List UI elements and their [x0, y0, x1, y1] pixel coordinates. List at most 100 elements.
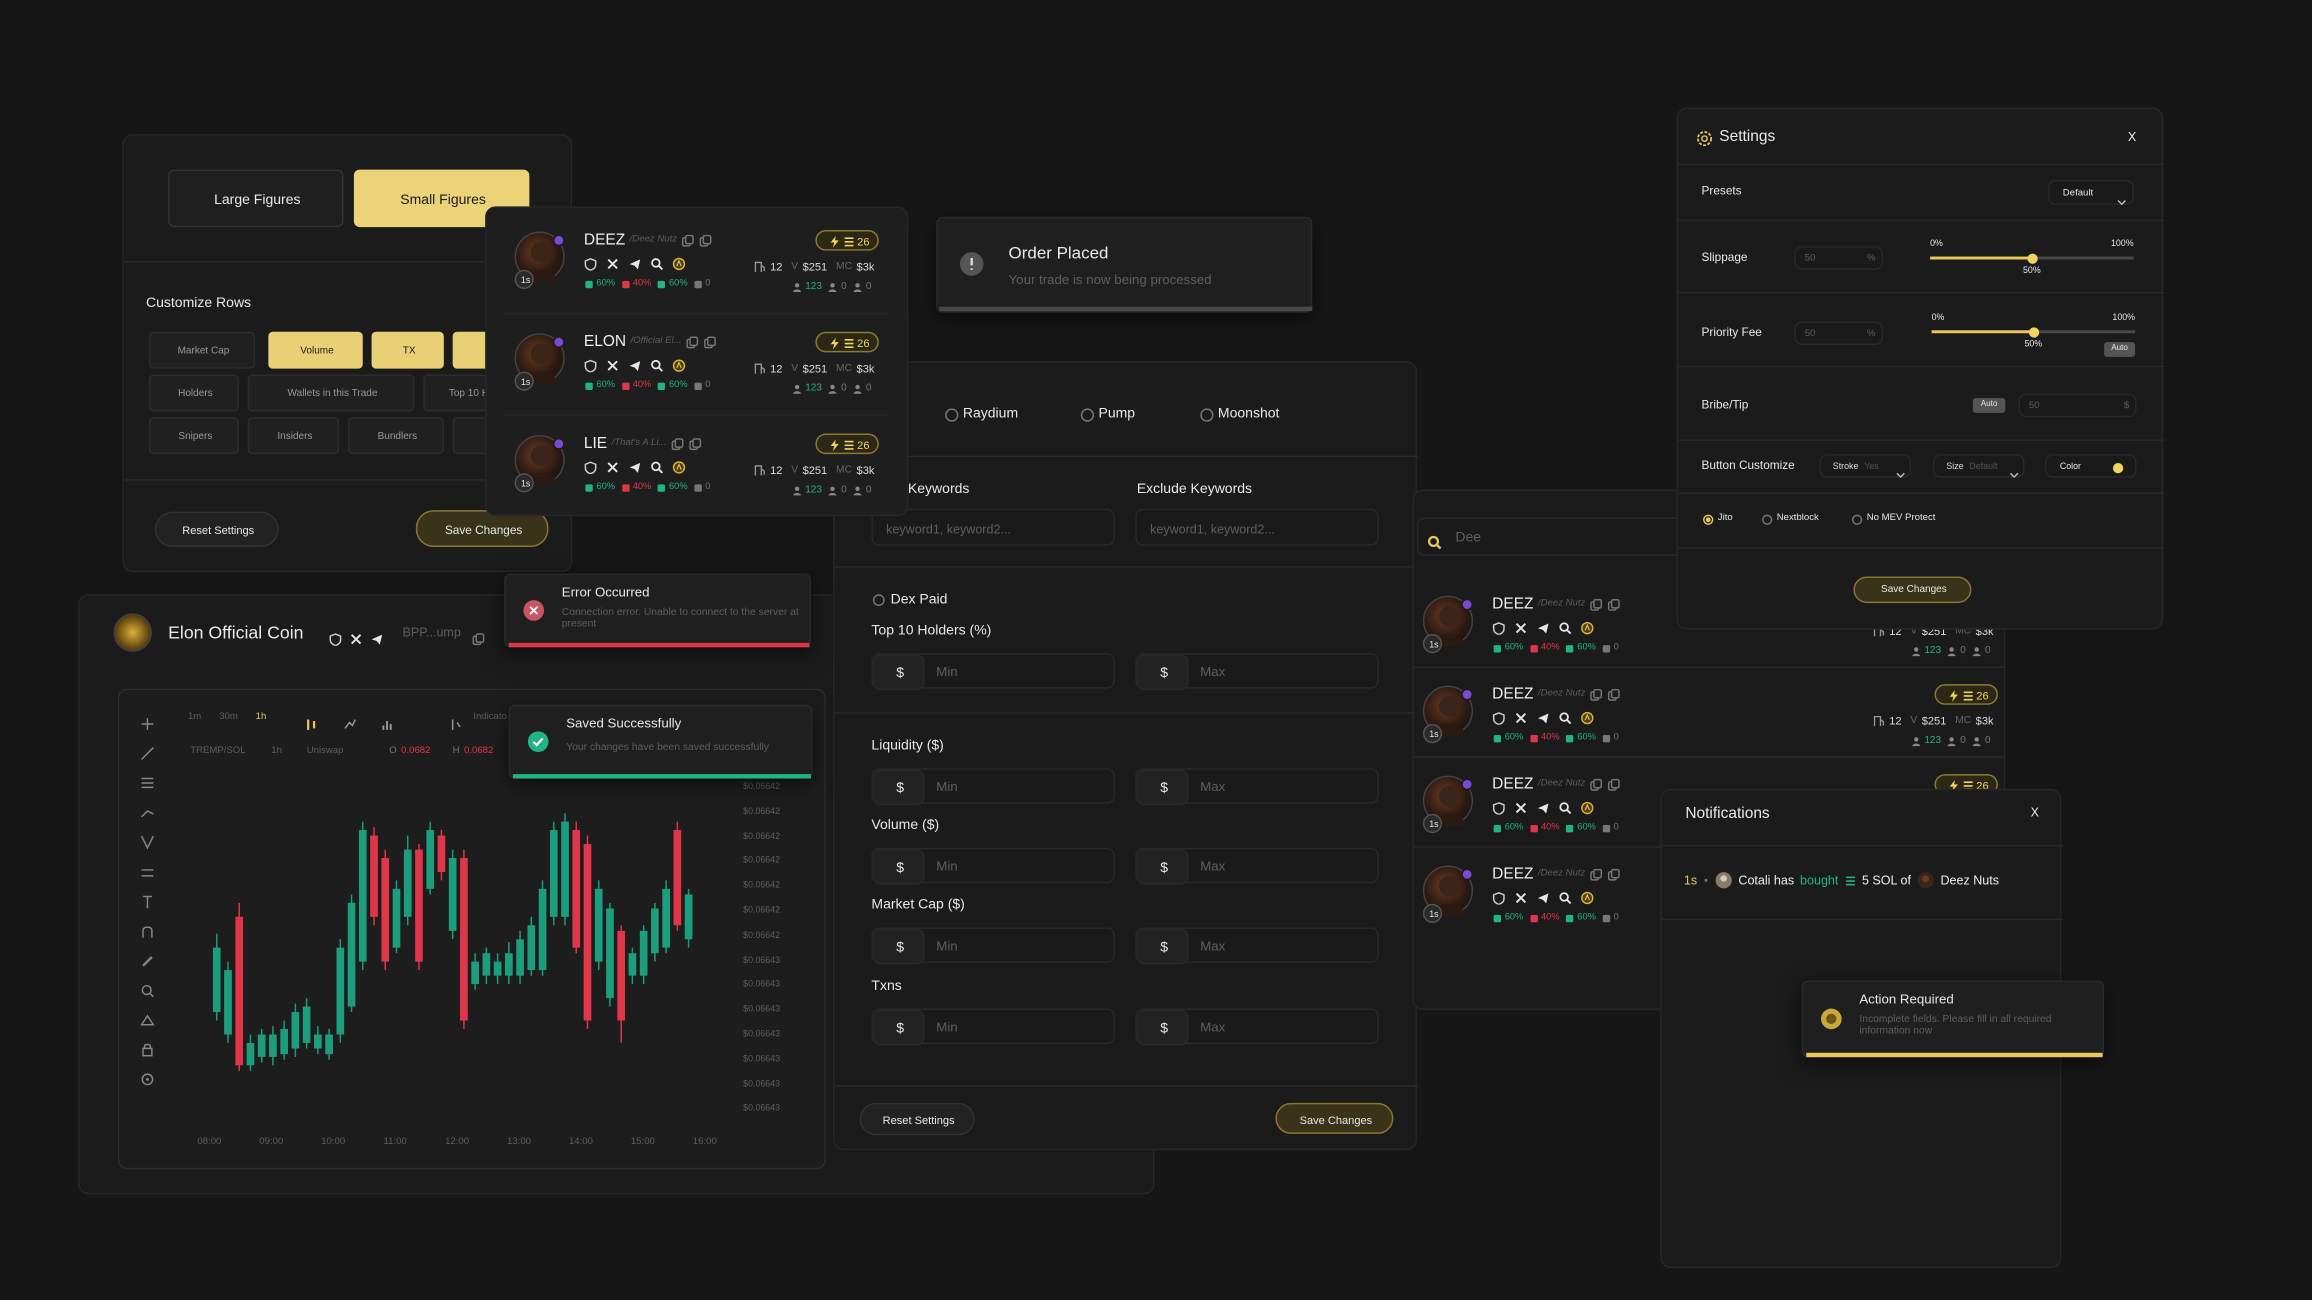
number-input[interactable]: 50% [1794, 321, 1883, 346]
input-placeholder[interactable]: Max [1200, 1019, 1226, 1035]
row-option[interactable]: TX [371, 331, 444, 369]
input-placeholder[interactable]: keyword1, keyword2... [1150, 520, 1275, 536]
save-button[interactable]: Save Changes [1853, 576, 1972, 604]
input-placeholder[interactable]: Min [936, 858, 958, 874]
tab-label[interactable]: Small Figures [400, 191, 486, 208]
field-label[interactable]: Dex Paid [890, 590, 948, 608]
range-input[interactable]: $ Max [1135, 927, 1379, 965]
number-input[interactable]: 50 $ [2018, 393, 2137, 418]
search-text[interactable]: Dee [1455, 529, 1482, 546]
option-label[interactable]: Wallets in this Trade [287, 387, 378, 399]
close-button[interactable]: X [2127, 129, 2137, 145]
customize-dropdown[interactable]: Stroke Yes [1819, 454, 1911, 479]
interval-option[interactable]: 30m [219, 711, 238, 723]
keyword-input[interactable]: keyword1, keyword2... [871, 508, 1115, 546]
launchpad-label[interactable]: Raydium [962, 405, 1019, 423]
mev-option[interactable]: Jito [1717, 512, 1733, 524]
mev-radio[interactable] [1761, 513, 1772, 525]
mev-radio[interactable] [1851, 513, 1862, 525]
chip-label[interactable]: Auto [1980, 399, 1998, 409]
figure-tab[interactable]: Large Figures [168, 169, 344, 228]
launchpad-radio[interactable] [944, 407, 958, 421]
number-input[interactable]: 50% [1794, 246, 1883, 270]
input-value[interactable]: 50 [1804, 253, 1816, 264]
launchpad-label[interactable]: Moonshot [1217, 405, 1280, 423]
boost-badge[interactable]: 26 [815, 230, 879, 251]
button-label[interactable]: Reset Settings [182, 523, 255, 538]
option-label[interactable]: Holders [178, 387, 213, 399]
row-option[interactable]: Holders [148, 374, 239, 412]
input-placeholder[interactable]: Min [936, 938, 958, 954]
customize-dropdown[interactable]: Size Default [1933, 454, 2025, 479]
row-option[interactable]: Volume [268, 331, 363, 369]
row-option[interactable]: Wallets in this Trade [247, 374, 415, 412]
indicators-button[interactable]: Indicato [473, 711, 507, 723]
input-value[interactable]: 50 [1804, 328, 1816, 339]
option-label[interactable]: Top 10 H [448, 387, 489, 399]
button-label[interactable]: Reset Settings [882, 1113, 955, 1127]
input-placeholder[interactable]: Min [936, 779, 958, 795]
button-label[interactable]: Save Changes [1299, 1112, 1373, 1127]
option-label[interactable]: Snipers [178, 430, 213, 442]
option-label[interactable]: TX [402, 345, 416, 356]
range-input[interactable]: $ Min [871, 768, 1115, 806]
dex-paid-radio[interactable] [872, 593, 884, 606]
range-input[interactable]: $ Min [871, 653, 1115, 691]
option-label[interactable]: Market Cap [177, 345, 230, 356]
auto-chip[interactable]: Auto [2104, 342, 2136, 357]
range-input[interactable]: $ Max [1135, 847, 1379, 885]
mev-radio[interactable] [1702, 513, 1713, 525]
row-option[interactable]: Insiders [247, 417, 340, 455]
slider-knob[interactable] [2026, 252, 2038, 264]
input-placeholder[interactable]: Max [1200, 858, 1226, 874]
input-placeholder[interactable]: Max [1200, 664, 1226, 680]
row-option[interactable]: Snipers [148, 417, 239, 455]
range-input[interactable]: $ Max [1135, 1008, 1379, 1046]
option-label[interactable]: Volume [300, 345, 334, 356]
save-button[interactable]: Save Changes [415, 510, 549, 548]
interval-option[interactable]: 1h [255, 711, 267, 723]
button-label[interactable]: Save Changes [444, 522, 523, 536]
input-placeholder[interactable]: Max [1200, 938, 1226, 954]
mev-option[interactable]: Nextblock [1776, 512, 1819, 524]
close-button[interactable]: X [2030, 804, 2039, 820]
reset-button[interactable]: Reset Settings [859, 1102, 975, 1136]
input-value[interactable]: 50 [2028, 400, 2040, 412]
button-label[interactable]: Save Changes [1881, 584, 1947, 596]
range-input[interactable]: $ Max [1135, 768, 1379, 806]
range-input[interactable]: $ Min [871, 1008, 1115, 1046]
save-button[interactable]: Save Changes [1275, 1102, 1394, 1134]
auto-chip[interactable]: Auto [1972, 398, 2006, 413]
tab-label[interactable]: Large Figures [214, 191, 301, 208]
keyword-input[interactable]: keyword1, keyword2... [1135, 508, 1379, 546]
presets-dropdown[interactable]: Default [2048, 179, 2134, 205]
boost-badge[interactable]: 26 [1934, 684, 1998, 705]
icon [1947, 689, 1959, 702]
boost-badge[interactable]: 26 [815, 433, 879, 455]
chip-label[interactable]: Auto [2111, 343, 2128, 353]
input-placeholder[interactable]: Min [936, 1019, 958, 1035]
launchpad-radio[interactable] [1080, 407, 1094, 421]
drawing-tool [140, 860, 155, 876]
range-input[interactable]: $ Min [871, 927, 1115, 965]
stat-value: 40% [632, 278, 652, 289]
interval-option[interactable]: 1m [187, 711, 202, 723]
range-input[interactable]: $ Max [1135, 653, 1379, 691]
launchpad-radio[interactable] [1199, 407, 1213, 421]
slider-knob[interactable] [2028, 326, 2039, 337]
row-option[interactable]: Bundlers [347, 417, 444, 455]
mev-option[interactable]: No MEV Protect [1866, 512, 1936, 524]
option-label[interactable]: Bundlers [377, 430, 418, 442]
option-label[interactable]: Insiders [277, 430, 313, 442]
input-placeholder[interactable]: Max [1200, 779, 1226, 795]
row-option[interactable]: Market Cap [148, 331, 256, 369]
launchpad-label[interactable]: Pump [1098, 405, 1136, 423]
input-placeholder[interactable]: keyword1, keyword2... [886, 520, 1011, 536]
boost-badge[interactable]: 26 [815, 331, 879, 353]
reset-button[interactable]: Reset Settings [154, 511, 279, 548]
search-bar[interactable]: Dee [1416, 517, 1686, 556]
range-input[interactable]: $ Min [871, 847, 1115, 885]
color-picker[interactable]: Color [2045, 454, 2137, 478]
input-placeholder[interactable]: Min [936, 664, 958, 680]
dropdown-value[interactable]: Default [2062, 187, 2094, 198]
